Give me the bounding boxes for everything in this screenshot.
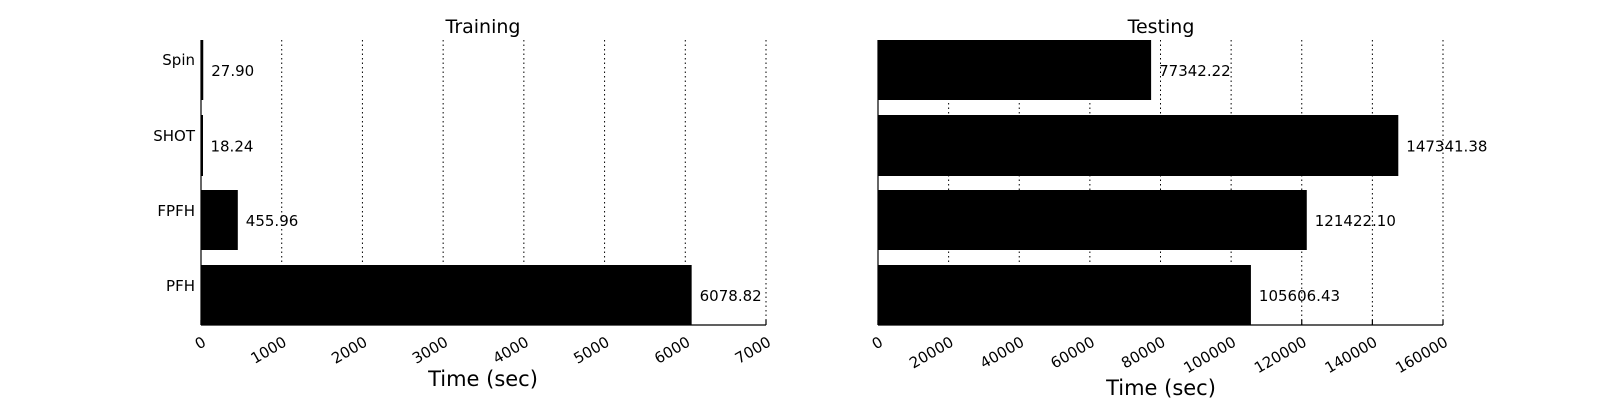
testing-panel: Testing Time (sec) 77342.22 147341.38 1214… [869, 16, 1488, 400]
testing-tick-label: 140000 [1322, 333, 1381, 377]
training-category-label: FPFH [157, 202, 195, 220]
training-bar [201, 115, 203, 176]
training-panel: Training Time (sec) 27.90 18.24 455.96 6078… [153, 16, 774, 391]
training-tick-label: 5000 [571, 333, 613, 368]
training-x-axis-label: Time (sec) [427, 367, 538, 391]
testing-bar [878, 190, 1307, 250]
testing-x-axis-label: Time (sec) [1105, 376, 1216, 400]
training-value-label: 18.24 [210, 138, 253, 156]
training-tick-label: 2000 [328, 333, 370, 368]
training-tick-label: 0 [192, 333, 209, 353]
testing-value-label: 77342.22 [1159, 62, 1231, 80]
testing-bar [878, 40, 1152, 100]
testing-value-label: 147341.38 [1406, 138, 1487, 156]
testing-bar [878, 265, 1251, 325]
testing-tick-label: 80000 [1118, 333, 1168, 372]
training-tick-label: 7000 [732, 333, 774, 368]
training-category-label: PFH [166, 277, 195, 295]
training-title: Training [445, 16, 521, 38]
training-tick-label: 3000 [409, 333, 451, 368]
training-bar [201, 40, 204, 100]
training-bar [201, 190, 238, 250]
testing-tick-label: 60000 [1048, 333, 1098, 372]
testing-tick-label: 0 [869, 333, 886, 353]
testing-bar [878, 115, 1399, 176]
testing-tick-label: 100000 [1181, 333, 1240, 377]
testing-tick-label: 160000 [1392, 333, 1451, 377]
training-value-label: 27.90 [211, 62, 254, 80]
training-value-label: 455.96 [246, 212, 299, 230]
training-tick-label: 4000 [490, 333, 532, 368]
training-category-label: Spin [162, 51, 195, 69]
training-tick-label: 1000 [248, 333, 290, 368]
testing-title: Testing [1127, 16, 1195, 38]
training-tick-label: 6000 [651, 333, 693, 368]
testing-tick-label: 20000 [906, 333, 956, 372]
training-category-label: SHOT [153, 127, 196, 145]
training-bar [201, 265, 692, 325]
testing-tick-label: 120000 [1251, 333, 1310, 377]
testing-value-label: 121422.10 [1315, 212, 1396, 230]
training-value-label: 6078.82 [700, 287, 762, 305]
testing-tick-label: 40000 [977, 333, 1027, 372]
testing-value-label: 105606.43 [1259, 287, 1340, 305]
